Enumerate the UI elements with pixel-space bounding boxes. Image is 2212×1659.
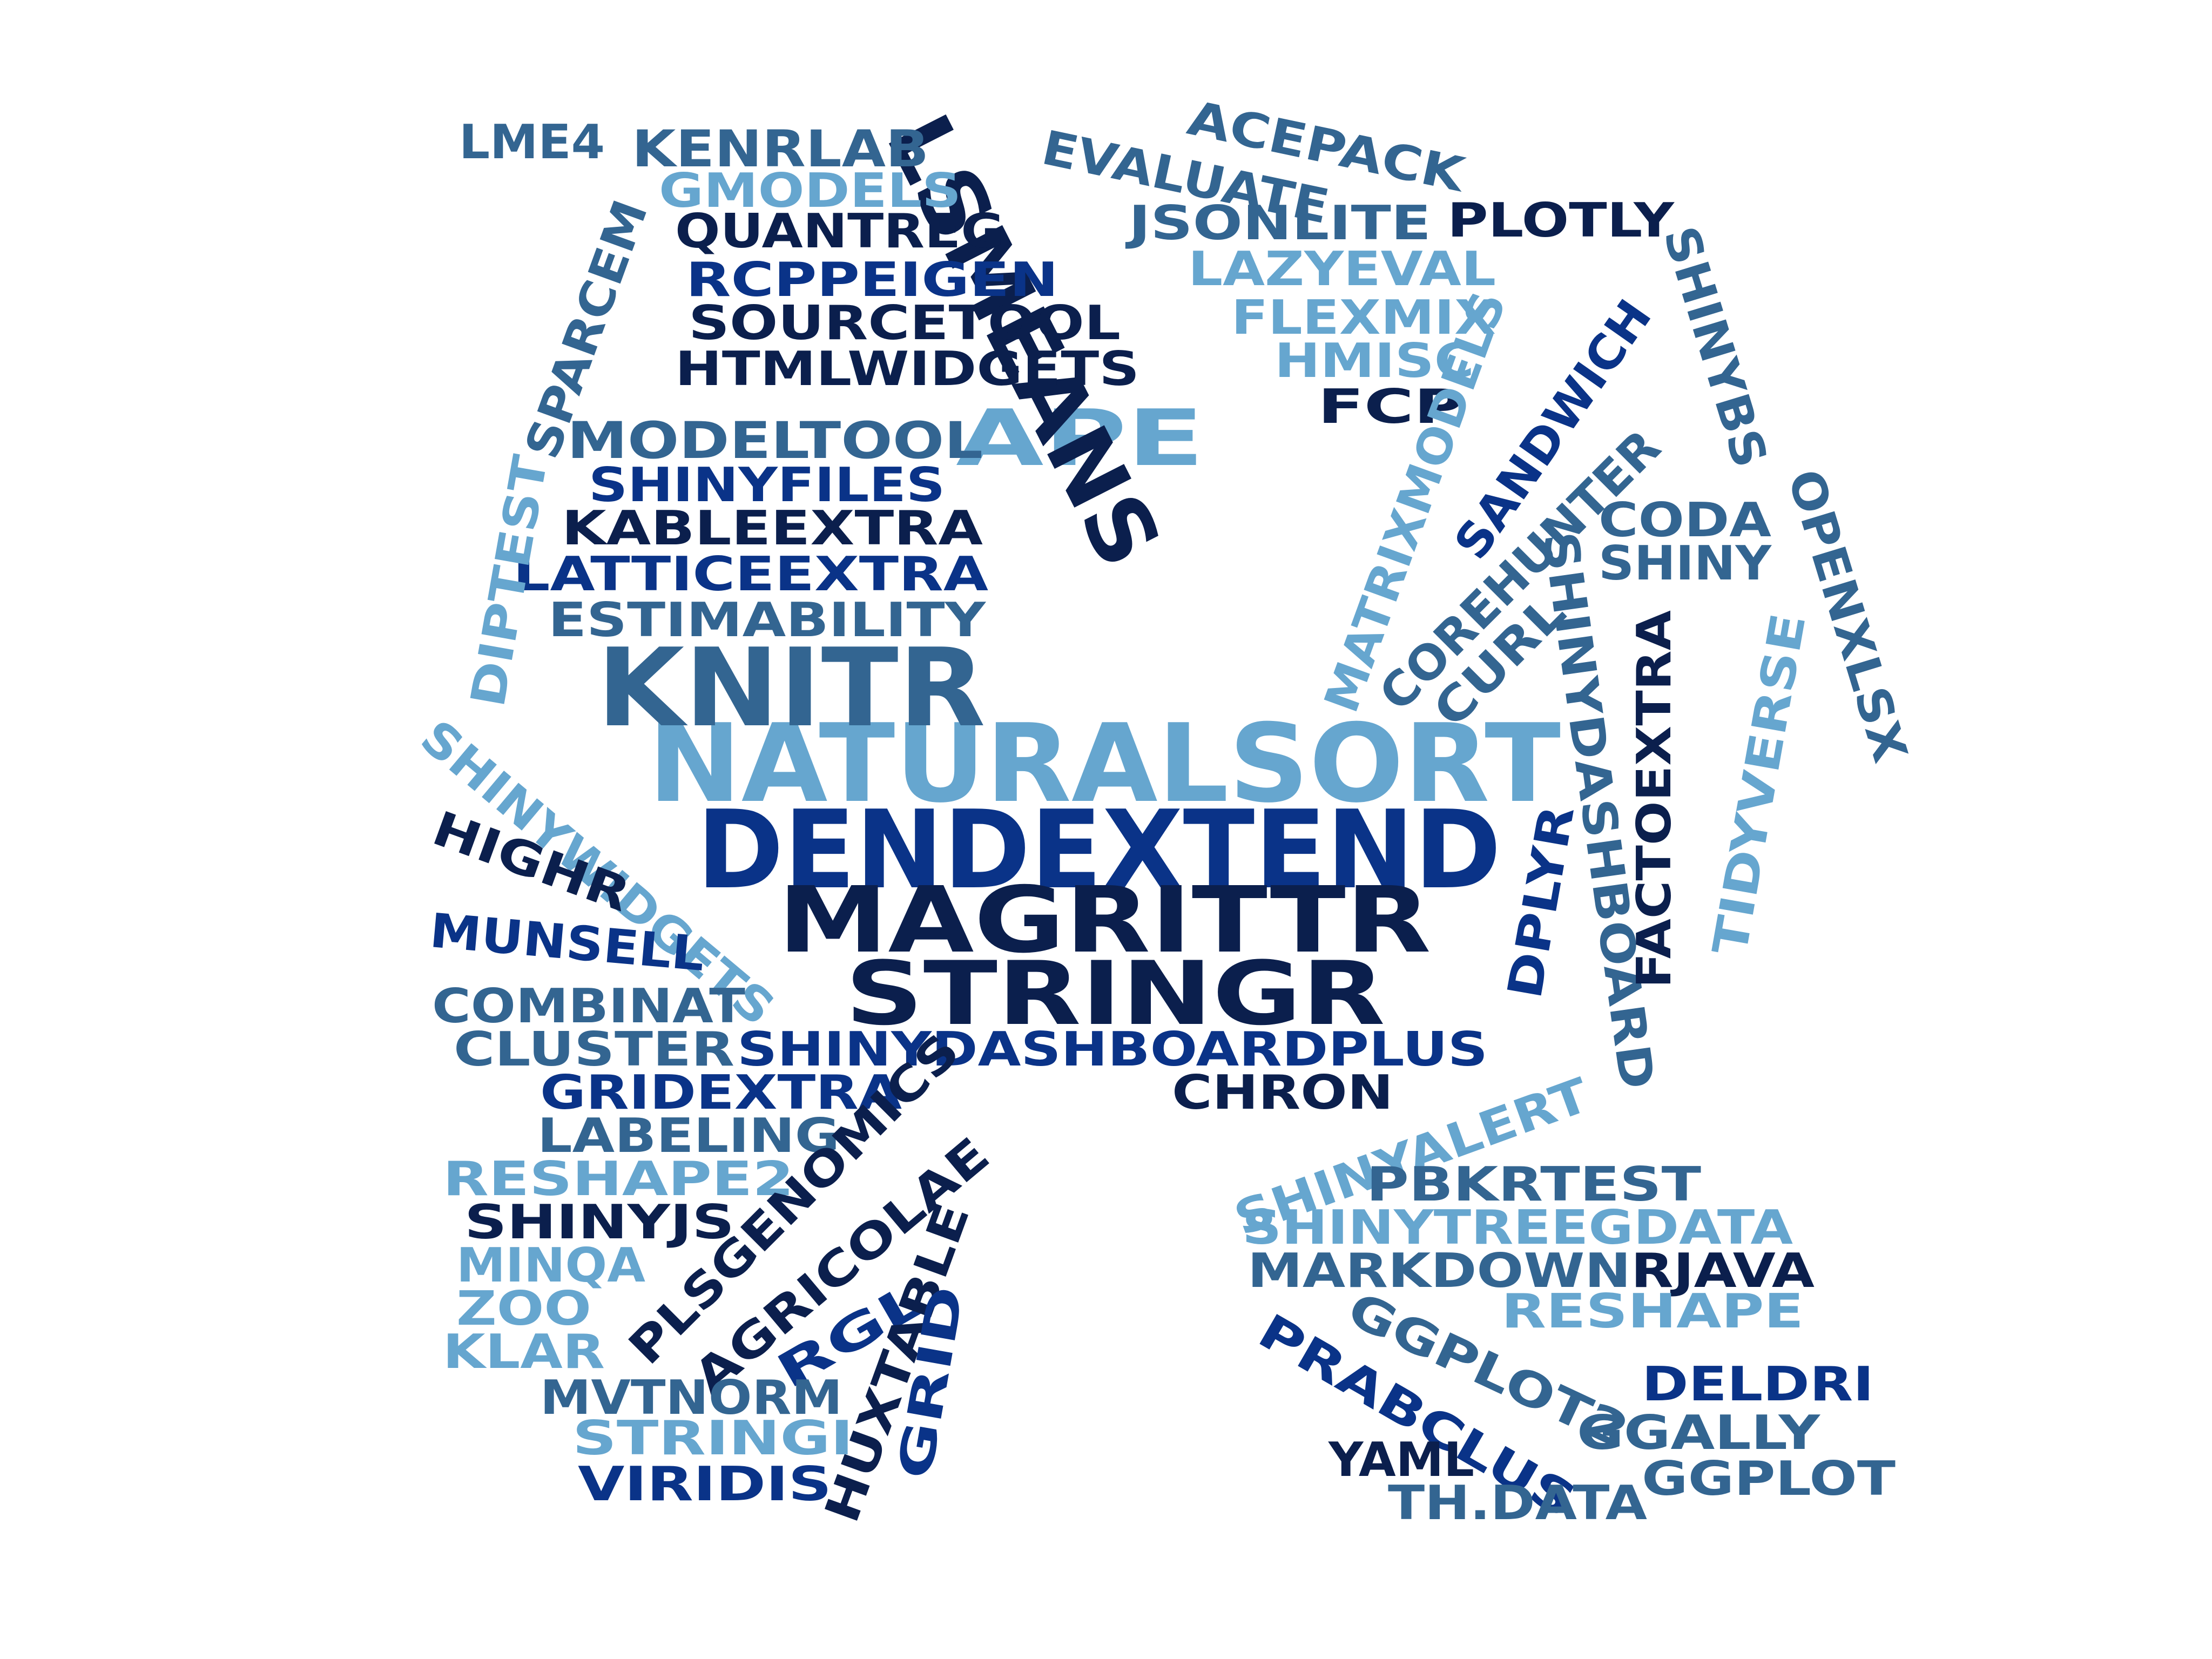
word-factoextra: FACTOEXTRA: [1627, 610, 1682, 988]
word-reshape: RESHAPE: [1501, 1284, 1804, 1339]
word-kenrlab: KENRLAB: [632, 120, 929, 179]
word-rcppeigen: RCPPEIGEN: [686, 252, 1058, 307]
word-hmisc: HMISC: [1274, 333, 1474, 388]
word-magrittr: MAGRITTR: [778, 867, 1431, 973]
word-dplyr: DPLYR: [1497, 801, 1586, 1003]
word-markdown: MARKDOWN: [1247, 1243, 1631, 1298]
word-yaml: YAML: [1328, 1432, 1474, 1487]
word-tidyverse: TIDYVERSE: [1702, 609, 1817, 960]
word-flexmix: FLEXMIX: [1231, 290, 1496, 345]
word-shinyjs: SHINYJS: [464, 1195, 734, 1250]
word-jsonlite: JSONLITE: [1129, 195, 1431, 251]
word-chron: CHRON: [1172, 1065, 1393, 1120]
word-kableextra: KABLEEXTRA: [562, 501, 983, 556]
word-combinat: COMBINAT: [432, 979, 745, 1034]
word-plotly: PLOTLY: [1447, 193, 1674, 248]
word-shinyfiles: SHINYFILES: [589, 457, 945, 512]
word-th-data: TH.DATA: [1388, 1475, 1647, 1530]
word-stringi: STRINGI: [572, 1411, 853, 1466]
word-coda: CODA: [1599, 493, 1771, 548]
word-modeltool: MODELTOOL: [567, 412, 983, 470]
word-labeling: LABELING: [537, 1108, 840, 1163]
word-viridis: VIRIDIS: [578, 1456, 832, 1512]
word-deldri: DELDRI: [1642, 1357, 1874, 1412]
word-shinybs: SHINYBS: [1653, 220, 1778, 474]
word-fcp: FCP: [1318, 379, 1464, 434]
word-pbkrtest: PBKRTEST: [1366, 1157, 1701, 1212]
word-dendextend: DENDEXTEND: [697, 787, 1501, 913]
word-stringr: STRINGR: [845, 943, 1385, 1045]
word-quantreg: QUANTREG: [675, 204, 1004, 259]
word-reshape2: RESHAPE2: [443, 1151, 794, 1206]
word-minqa: MINQA: [456, 1238, 645, 1293]
word-klar: KLAR: [443, 1324, 605, 1379]
word-naturalsort: NATURALSORT: [648, 701, 1561, 827]
word-sourcetool: SOURCETOOL: [689, 295, 1121, 350]
word-mvtnorm: MVTNORM: [540, 1370, 842, 1425]
word-estimability: ESTIMABILITY: [548, 592, 986, 648]
word-ggplot: GGPLOT: [1642, 1451, 1896, 1506]
word-gmodels: GMODELS: [659, 163, 961, 218]
word-ape: APE: [956, 393, 1204, 483]
word-shinydashboardplus: SHINYDASHBOARDPLUS: [737, 1022, 1488, 1077]
word-rjava: RJAVA: [1631, 1243, 1815, 1298]
word-cluster: CLUSTER: [454, 1022, 734, 1077]
word-shiny: SHINY: [1599, 536, 1771, 591]
word-ggally: GGALLY: [1577, 1405, 1820, 1460]
word-lme4: LME4: [459, 114, 605, 170]
word-gridextra: GRIDEXTRA: [540, 1065, 902, 1120]
word-latticeextra: LATTICEEXTRA: [513, 547, 988, 602]
word-knitr: KNITR: [597, 625, 986, 751]
word-zoo: ZOO: [456, 1281, 591, 1336]
word-shinytreegdata: SHINYTREEGDATA: [1242, 1200, 1793, 1255]
word-htmlwidgets: HTMLWIDGETS: [675, 341, 1139, 396]
word-lazyeval: LAZYEVAL: [1188, 241, 1496, 296]
